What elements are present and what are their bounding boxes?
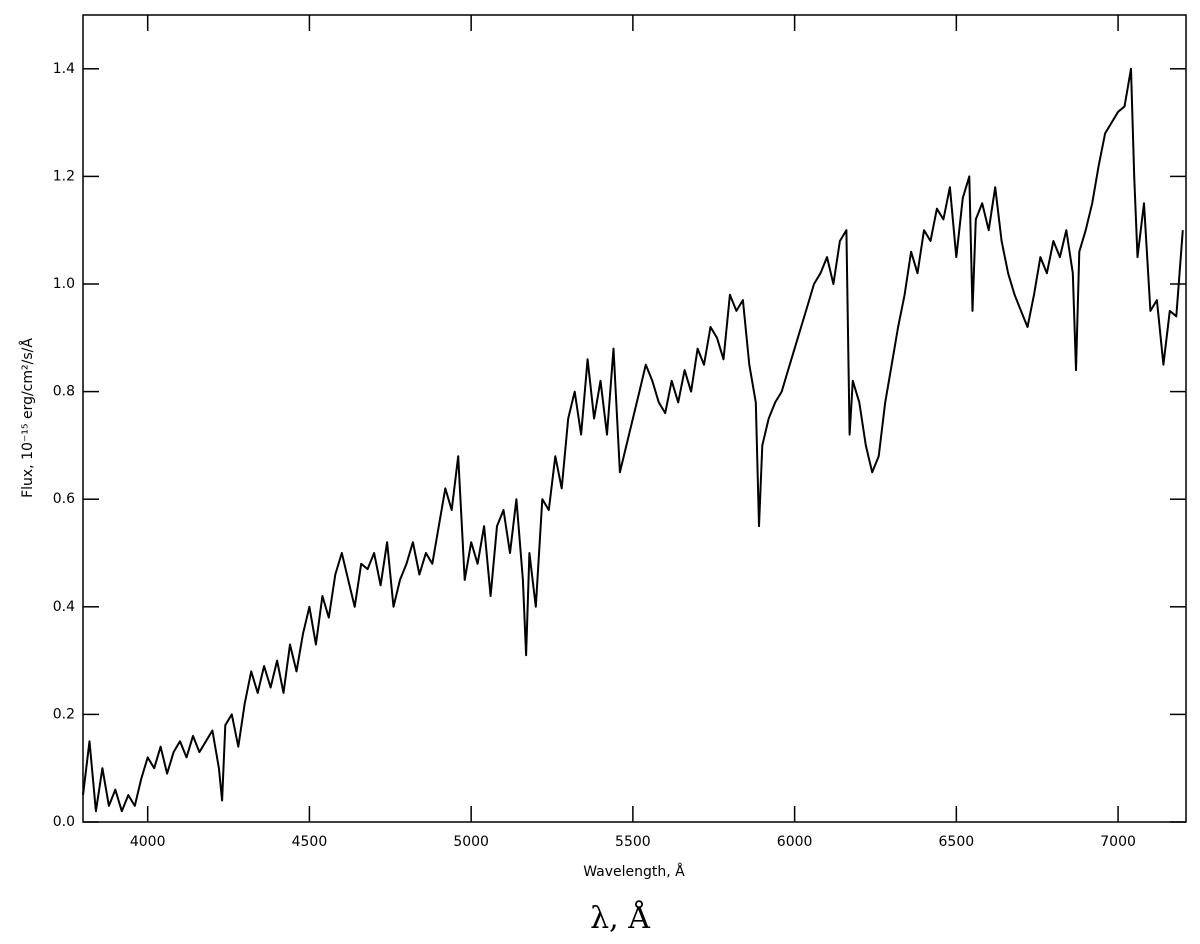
plot-frame [82, 14, 1187, 823]
y-tick-label: 0.6 [53, 491, 75, 507]
y-tick-label: 0.4 [53, 599, 75, 615]
x-tick-label: 4500 [292, 834, 328, 850]
y-axis-label: Flux, 10⁻¹⁵ erg/cm²/s/Å [19, 338, 36, 498]
y-tick-label: 0.2 [53, 706, 75, 722]
x-tick-label: 6000 [777, 834, 813, 850]
x-tick-label: 5500 [615, 834, 651, 850]
spectrum-line [82, 67, 1184, 813]
annotation: λ, Å [590, 900, 650, 936]
x-tick-label: 6500 [939, 834, 975, 850]
y-tick-label: 1.2 [53, 168, 75, 184]
y-tick-label: 1.0 [53, 276, 75, 292]
x-axis-label: Wavelength, Å [583, 863, 685, 880]
y-tick-label: 1.4 [53, 61, 75, 77]
x-tick-label: 5000 [453, 834, 489, 850]
x-tick-label: 4000 [130, 834, 166, 850]
y-tick-label: 0.0 [53, 814, 75, 830]
x-tick-label: 7000 [1100, 834, 1136, 850]
y-tick-label: 0.8 [53, 384, 75, 400]
